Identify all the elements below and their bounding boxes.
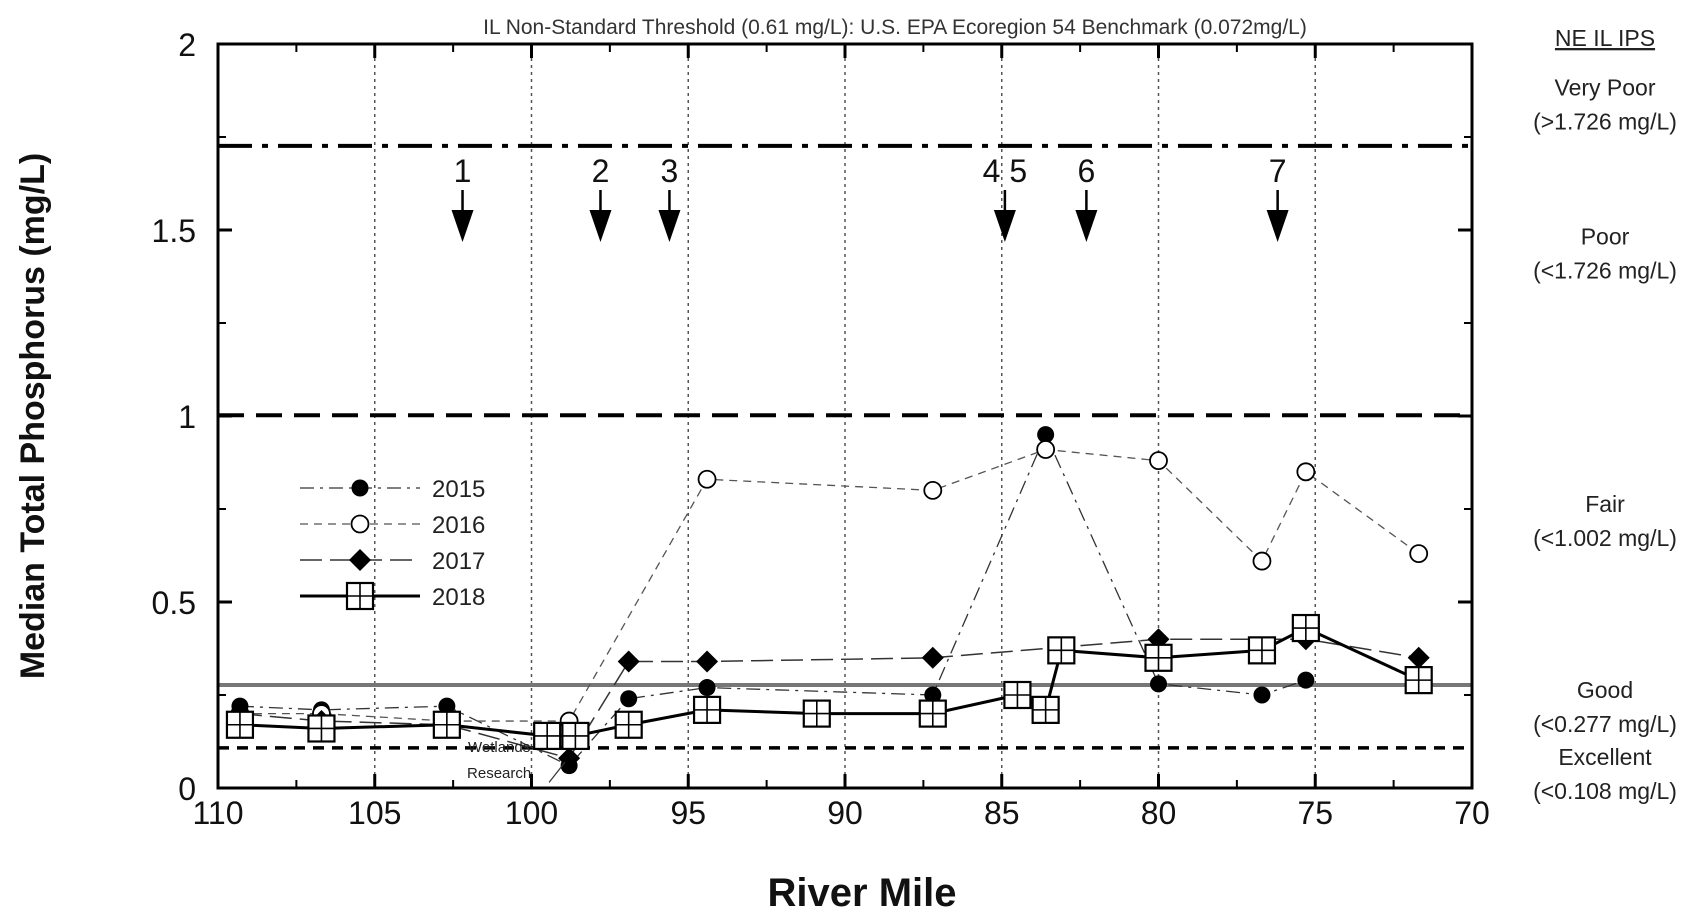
- series-line: [239, 432, 1307, 767]
- site-arrow-head: [1075, 210, 1098, 242]
- x-tick-label: 90: [827, 795, 863, 831]
- site-label: 6: [1077, 153, 1095, 189]
- point: [924, 686, 942, 704]
- site-label: 3: [661, 153, 679, 189]
- category-name: Very Poor: [1555, 75, 1656, 101]
- category-panel: Very Poor (>1.726 mg/L) Poor (<1.726 mg/L) F…: [1533, 75, 1677, 805]
- legend-item: 2017: [300, 548, 485, 575]
- point: [1149, 451, 1168, 471]
- annotation-pointer: [548, 761, 566, 783]
- category-panel-heading: NE IL IPS: [1555, 25, 1655, 51]
- y-tick-label: 0.5: [152, 585, 196, 621]
- legend-item: 2015: [300, 476, 485, 503]
- series-line: [239, 448, 1420, 722]
- category-name: Excellent: [1558, 744, 1652, 770]
- point: [696, 650, 719, 673]
- site-label: 2: [592, 153, 610, 189]
- site-arrow-head: [1266, 210, 1289, 242]
- point: [1036, 440, 1056, 459]
- series-2018: [225, 613, 1433, 751]
- point: [1409, 544, 1429, 564]
- x-tick-label: 75: [1297, 795, 1333, 831]
- annotation: Wetlands Research: [467, 739, 566, 783]
- x-tick-label: 95: [670, 795, 706, 831]
- point: [698, 679, 716, 697]
- series-2016: [230, 440, 1429, 731]
- legend-label: 2018: [432, 584, 485, 611]
- site-arrow-head: [658, 210, 681, 242]
- x-tick-label: 85: [984, 795, 1020, 831]
- site-arrow-head: [993, 210, 1016, 242]
- x-tick-label: 110: [192, 795, 243, 831]
- site-marker: 1: [451, 153, 474, 242]
- point: [349, 549, 371, 571]
- x-tick-label: 100: [505, 795, 558, 831]
- annotation-text: Wetlands: [468, 739, 530, 756]
- site-marker: 4 5: [983, 153, 1027, 242]
- point: [921, 646, 944, 669]
- category-fair: Fair (<1.002 mg/L): [1533, 491, 1677, 551]
- category-range: (<0.108 mg/L): [1533, 778, 1677, 804]
- x-tick-label: 105: [348, 795, 401, 831]
- x-tick-label: 70: [1454, 795, 1490, 831]
- category-poor: Poor (<1.726 mg/L): [1533, 223, 1677, 283]
- site-arrow-head: [451, 210, 474, 242]
- category-name: Good: [1577, 677, 1633, 703]
- legend-item: 2018: [300, 581, 485, 611]
- legend-label: 2016: [432, 512, 485, 539]
- site-marker: 6: [1075, 153, 1098, 242]
- series-line: [239, 626, 1420, 738]
- site-label: 7: [1269, 153, 1287, 189]
- annotation-text: Research: [467, 765, 531, 782]
- y-tick-label: 1: [178, 399, 196, 435]
- point: [1150, 675, 1167, 693]
- legend-label: 2015: [432, 476, 485, 503]
- site-label: 1: [454, 153, 472, 189]
- point: [351, 479, 369, 497]
- reference-lines: [218, 143, 1472, 750]
- point: [1296, 462, 1316, 482]
- legend-label: 2017: [432, 548, 485, 575]
- point: [438, 697, 456, 715]
- category-range: (<1.726 mg/L): [1533, 257, 1677, 283]
- category-range: (>1.726 mg/L): [1533, 109, 1677, 135]
- category-range: (<0.277 mg/L): [1533, 711, 1677, 737]
- category-name: Fair: [1585, 491, 1625, 517]
- point: [1253, 686, 1271, 704]
- point: [1252, 551, 1272, 571]
- category-range: (<1.002 mg/L): [1533, 525, 1677, 551]
- point: [1037, 426, 1055, 444]
- point: [697, 469, 717, 489]
- legend-item: 2016: [300, 512, 485, 539]
- point: [923, 480, 943, 500]
- y-tick-label: 2: [178, 27, 196, 63]
- x-axis-title: River Mile: [768, 871, 957, 914]
- site-marker: 7: [1266, 153, 1289, 242]
- series-line: [239, 638, 1419, 760]
- site-marker: 2: [589, 153, 612, 242]
- series-2015: [231, 426, 1315, 775]
- point: [1297, 671, 1315, 689]
- point: [617, 650, 640, 673]
- category-excellent: Excellent (<0.108 mg/L): [1533, 744, 1677, 804]
- chart-title: IL Non-Standard Threshold (0.61 mg/L): U…: [483, 16, 1307, 39]
- y-tick-label: 1.5: [152, 213, 196, 249]
- category-good: Good (<0.277 mg/L): [1533, 677, 1677, 737]
- category-name: Poor: [1581, 223, 1630, 249]
- category-very-poor: Very Poor (>1.726 mg/L): [1533, 75, 1677, 135]
- site-marker: 3: [658, 153, 681, 242]
- site-markers: 1 2 3 4 5 6 7: [451, 153, 1289, 242]
- x-tick-label: 80: [1141, 795, 1177, 831]
- series: [225, 426, 1433, 775]
- point: [620, 690, 638, 708]
- point: [1407, 646, 1430, 669]
- site-arrow-head: [589, 210, 612, 242]
- point: [350, 514, 370, 534]
- y-tick-label: 0: [178, 771, 196, 807]
- axes: 110 105 100 95 90 85 80 75 70 0 0.5 1 1.5 2: [152, 27, 1490, 831]
- site-label: 4 5: [983, 153, 1027, 189]
- legend: 2015 2016 2017 2018: [300, 476, 485, 611]
- y-axis-title: Median Total Phosphorus (mg/L): [14, 153, 52, 679]
